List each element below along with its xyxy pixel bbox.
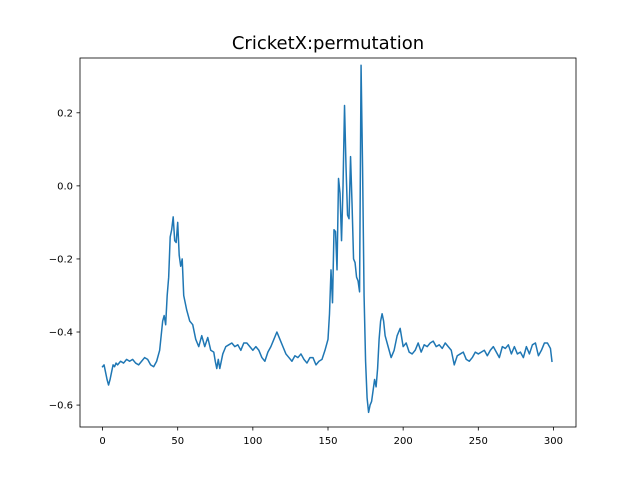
x-tick-label: 100 (243, 436, 262, 447)
y-tick-label: −0.2 (49, 254, 73, 265)
y-tick-label: 0.2 (57, 108, 73, 119)
chart-title: CricketX:permutation (232, 33, 424, 54)
y-tick-label: 0.0 (57, 181, 73, 192)
y-tick-label: −0.4 (49, 328, 73, 339)
x-tick-label: 50 (171, 436, 184, 447)
x-tick-label: 150 (318, 436, 337, 447)
x-tick-label: 200 (394, 436, 413, 447)
x-tick-label: 300 (544, 436, 563, 447)
x-tick-label: 0 (99, 436, 105, 447)
plot-area: 0 50 100 150 200 250 300 −0.6 −0.4 −0.2 0.0 0.2 (49, 57, 577, 447)
series-line-0 (101, 64, 553, 414)
x-tick-label: 250 (469, 436, 488, 447)
y-tick-label: −0.6 (49, 401, 73, 412)
